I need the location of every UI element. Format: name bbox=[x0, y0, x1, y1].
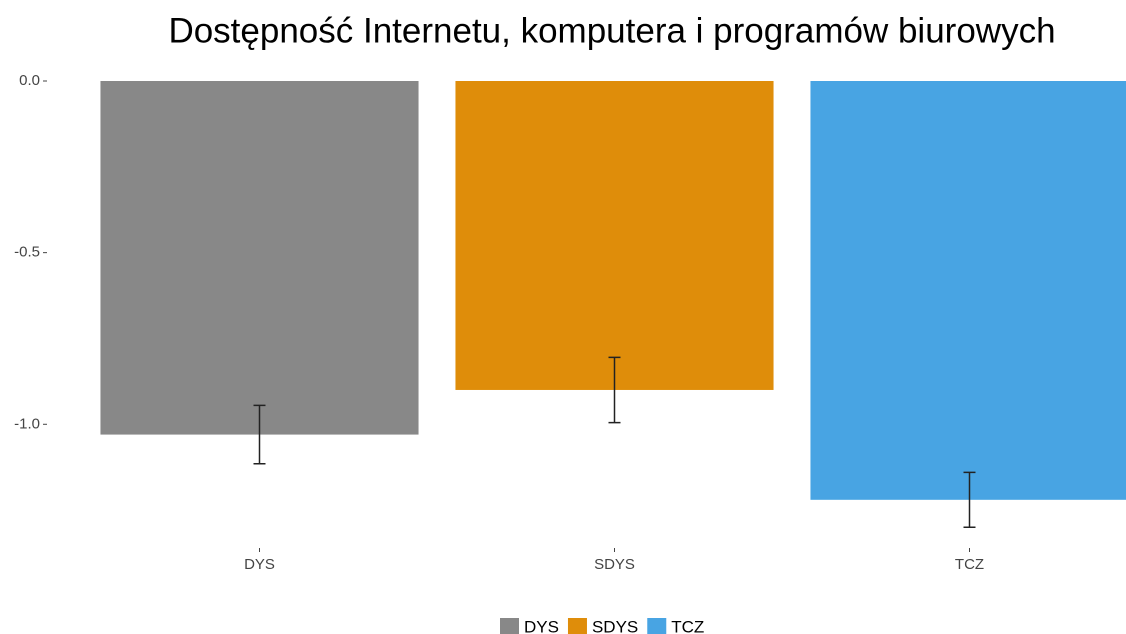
y-tick-label: -1.0 bbox=[14, 415, 40, 432]
chart-title: Dostępność Internetu, komputera i progra… bbox=[168, 11, 1055, 50]
x-tick-label: SDYS bbox=[594, 556, 635, 573]
bar bbox=[100, 81, 419, 435]
y-tick-label: -0.5 bbox=[14, 244, 40, 261]
bar bbox=[455, 81, 774, 390]
legend-label: TCZ bbox=[671, 617, 704, 634]
y-tick-label: 0.0 bbox=[19, 72, 40, 89]
x-tick-label: DYS bbox=[244, 556, 275, 573]
legend-swatch bbox=[567, 618, 587, 634]
error-bar bbox=[608, 356, 621, 424]
legend-label: DYS bbox=[524, 617, 559, 634]
x-tick-label: TCZ bbox=[955, 556, 984, 573]
error-bar bbox=[963, 471, 976, 529]
legend-swatch bbox=[500, 618, 519, 634]
error-bar bbox=[253, 404, 266, 465]
legend-swatch bbox=[647, 618, 667, 634]
legend-label: SDYS bbox=[592, 617, 638, 634]
bar bbox=[810, 81, 1126, 500]
